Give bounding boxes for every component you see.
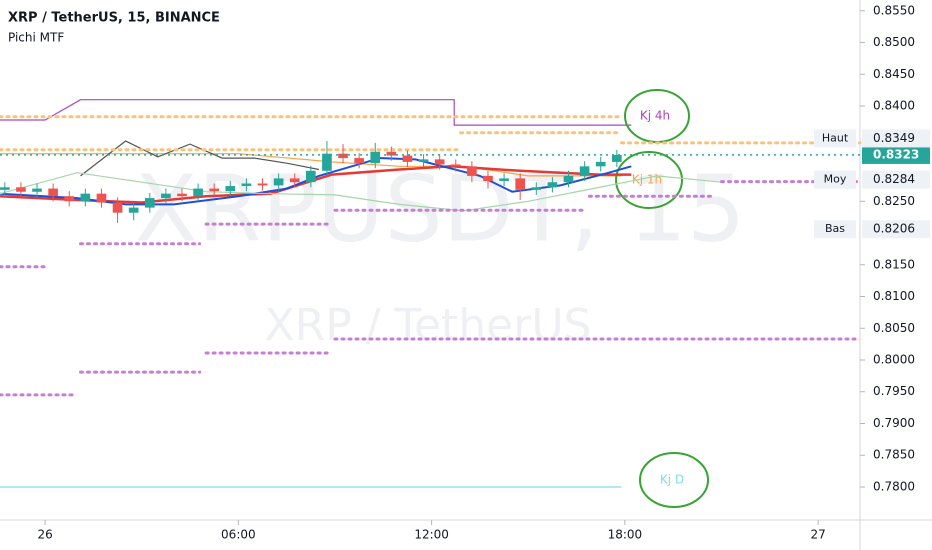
candle-body (450, 164, 461, 167)
indicator-line (0, 99, 632, 126)
indicator-line (0, 153, 622, 177)
price-tag-value: 0.8349 (873, 131, 915, 145)
candle-body (0, 187, 10, 190)
price-tag-name-box (814, 170, 856, 189)
candle-body (595, 161, 606, 167)
x-tick-label: 12:00 (414, 528, 449, 542)
line-label: Kj D (660, 473, 684, 487)
x-tick-label: 27 (810, 528, 825, 542)
x-tick-label: 18:00 (608, 528, 643, 542)
price-tag-name-box (814, 129, 856, 148)
price-tag-value-box (862, 170, 930, 189)
watermark-sub: XRP / TetherUS (265, 300, 592, 351)
candle-body (418, 159, 429, 162)
candle-body (225, 186, 236, 192)
price-tag-name: Moy (824, 173, 847, 186)
y-tick-label: 0.8050 (873, 321, 915, 335)
candle-body (273, 178, 284, 186)
candle-body (305, 170, 316, 183)
highlight-circle (615, 151, 683, 209)
y-tick-label: 0.8100 (873, 289, 915, 303)
last-price-label: 0.8323 (873, 147, 919, 161)
y-tick-label: 0.8250 (873, 194, 915, 208)
y-tick-label: 0.7850 (873, 448, 915, 462)
candle-body (402, 155, 413, 162)
price-tag-name: Haut (822, 131, 849, 144)
indicator-line (0, 165, 632, 204)
candle-body (193, 188, 203, 197)
candle-body (16, 187, 26, 192)
candle-body (499, 178, 509, 181)
y-tick-label: 0.8400 (873, 99, 915, 113)
x-tick-label: 26 (37, 528, 52, 542)
candle-body (434, 159, 445, 165)
candle-body (161, 193, 171, 199)
candle-body (289, 178, 300, 183)
y-tick-label: 0.7900 (873, 416, 915, 430)
candle-body (483, 175, 493, 181)
y-tick-label: 0.8150 (873, 257, 915, 271)
price-tag-value: 0.8284 (873, 172, 915, 186)
candle-body (128, 207, 139, 213)
candle-body (322, 153, 332, 171)
chart-title: XRP / TetherUS, 15, BINANCE (8, 11, 220, 26)
candle-body (370, 151, 381, 164)
x-tick-label: 06:00 (221, 528, 256, 542)
y-tick-label: 0.8550 (873, 3, 915, 17)
candle-body (32, 188, 42, 192)
y-tick-label: 0.8000 (873, 353, 915, 367)
indicator-line (80, 140, 320, 177)
price-tag-name-box (814, 220, 856, 239)
candle-body (467, 166, 477, 176)
indicator-line (0, 172, 722, 212)
candle-body (144, 198, 155, 208)
last-price-box (862, 145, 930, 164)
candle-body (112, 202, 123, 213)
price-tag-value-box (862, 129, 930, 148)
y-tick-label: 0.7950 (873, 384, 915, 398)
candle-body (96, 193, 107, 203)
candle-body (563, 175, 574, 183)
candle-body (48, 188, 58, 197)
indicator-name: Pichi MTF (8, 31, 64, 45)
highlight-circle (639, 452, 709, 508)
candle-body (241, 183, 252, 187)
candle-body (611, 154, 622, 162)
price-tag-value-box (862, 220, 930, 239)
candle-body (531, 187, 542, 190)
candle-body (579, 166, 590, 176)
candle-body (177, 193, 187, 197)
price-tag-value: 0.8206 (873, 222, 915, 236)
candle-body (515, 178, 526, 190)
line-label: Kj 4h (640, 109, 670, 123)
candle-body (209, 188, 220, 192)
candle-body (80, 193, 91, 202)
candle-body (547, 182, 558, 188)
candle-body (354, 158, 364, 164)
candle-body (386, 151, 397, 156)
candle-body (338, 153, 348, 159)
y-tick-label: 0.8450 (873, 67, 915, 81)
y-tick-label: 0.8500 (873, 35, 915, 49)
price-tag-name: Bas (825, 222, 845, 235)
y-tick-label: 0.7800 (873, 479, 915, 493)
candle-body (257, 183, 268, 186)
candle-body (64, 196, 75, 202)
